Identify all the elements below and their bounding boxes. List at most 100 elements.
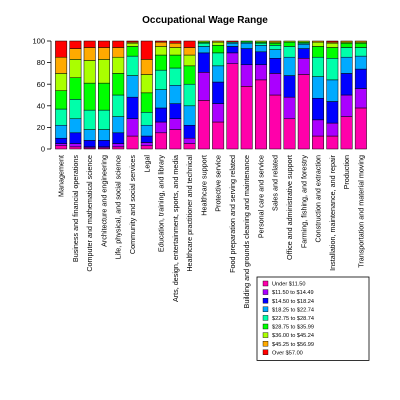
bar-segment xyxy=(169,42,182,48)
bar-segment xyxy=(269,40,282,43)
bar-segment xyxy=(55,40,68,58)
bar-segment xyxy=(297,40,310,43)
bar-segment xyxy=(83,140,96,148)
bar-segment xyxy=(340,73,353,96)
bar-stack xyxy=(69,40,82,150)
category-label: Construction and extraction xyxy=(314,155,323,243)
bar-stack xyxy=(140,40,153,150)
bar-segment xyxy=(169,129,182,150)
bar-segment xyxy=(55,143,68,147)
bar-segment xyxy=(197,40,210,43)
bar-segment xyxy=(240,42,253,49)
category-label: Business and financial operations xyxy=(71,155,80,262)
bar-segment xyxy=(354,68,367,89)
category-label: Arts, design, entertainment, sports, and… xyxy=(171,155,180,302)
bar-segment xyxy=(126,135,139,150)
legend-label: $28.75 to $35.99 xyxy=(272,325,314,331)
bar-segment xyxy=(183,137,196,144)
bar-segment xyxy=(326,42,339,48)
bar-stack xyxy=(283,40,296,150)
bar-stack xyxy=(226,40,239,150)
legend-swatch xyxy=(262,280,269,287)
bar-segment xyxy=(312,40,325,43)
bar-segment xyxy=(126,118,139,137)
y-tick-label: 20 xyxy=(37,123,45,132)
bar-segment xyxy=(283,46,296,58)
category-label: Sales and related xyxy=(271,155,280,211)
bar-stack xyxy=(55,40,68,150)
bar-segment xyxy=(340,47,353,58)
bar-segment xyxy=(255,51,267,66)
legend-label: $14.50 to $18.24 xyxy=(272,299,314,305)
bar-segment xyxy=(98,59,110,84)
bar-segment xyxy=(312,97,325,121)
bar-segment xyxy=(283,75,296,98)
category-label: Farming, fishing, and forestry xyxy=(299,155,308,248)
bar-segment xyxy=(83,40,96,48)
bar-stack xyxy=(126,40,139,150)
bar-stack xyxy=(326,40,339,150)
bar-segment xyxy=(354,40,367,43)
bar-segment xyxy=(212,103,225,123)
bar-segment xyxy=(312,76,325,99)
bar-segment xyxy=(255,45,267,53)
bar-segment xyxy=(226,63,239,150)
bar-segment xyxy=(112,146,125,150)
bar-segment xyxy=(169,47,182,56)
bar-segment xyxy=(112,94,125,117)
bar-segment xyxy=(340,116,353,150)
bar-segment xyxy=(98,109,110,130)
bar-segment xyxy=(340,56,353,74)
y-tick-label: 60 xyxy=(37,80,45,89)
category-label: Healthcare support xyxy=(199,155,208,216)
category-label: Building and grounds cleaning and mainte… xyxy=(242,155,251,308)
legend-label: $18.25 to $22.74 xyxy=(272,307,314,313)
bar-segment xyxy=(340,94,353,117)
bar-segment xyxy=(83,60,96,84)
legend-label: $36.00 to $45.24 xyxy=(272,333,314,339)
bar-segment xyxy=(283,56,296,76)
legend-swatch xyxy=(262,332,269,338)
bar-segment xyxy=(69,77,82,100)
bar-segment xyxy=(55,56,68,74)
category-label: Architecture and engineering xyxy=(99,155,108,247)
category-label: Healthcare practitioner and technical xyxy=(185,155,194,272)
bar-segment xyxy=(183,124,196,139)
category-label: Community and social services xyxy=(128,155,137,254)
y-tick-label: 0 xyxy=(41,145,45,154)
bar-segment xyxy=(240,86,253,150)
bar-segment xyxy=(212,52,225,67)
bar-segment xyxy=(269,42,282,46)
bar-segment xyxy=(283,40,296,43)
bar-segment xyxy=(155,46,168,56)
category-label: Legal xyxy=(142,155,151,173)
bar-segment xyxy=(126,96,139,120)
bar-segment xyxy=(69,40,82,49)
bar-segment xyxy=(169,85,182,104)
bar-segment xyxy=(69,132,82,144)
category-label: Office and administrative support xyxy=(285,155,294,260)
bar-segment xyxy=(112,116,125,134)
legend-label: $11.50 to $14.49 xyxy=(272,290,314,296)
bar-segment xyxy=(140,112,153,126)
category-label: Installation, maintenance, and repair xyxy=(328,154,337,270)
bar-segment xyxy=(69,143,82,148)
bar-segment xyxy=(55,137,68,144)
bar-stack xyxy=(197,40,210,150)
bar-segment xyxy=(98,129,110,141)
category-label: Life, physical, and social science xyxy=(114,155,123,259)
bar-segment xyxy=(83,129,96,141)
category-label: Computer and mathematical science xyxy=(85,155,94,272)
bar-segment xyxy=(183,65,196,85)
bar-segment xyxy=(140,145,153,150)
bar-stack xyxy=(255,40,267,150)
bar-segment xyxy=(297,43,310,49)
bar-segment xyxy=(312,135,325,150)
bar-segment xyxy=(69,48,82,60)
chart-title: Occupational Wage Range xyxy=(142,15,268,26)
bar-segment xyxy=(212,45,225,54)
category-labels: Management Business and financial operati… xyxy=(57,154,366,308)
bar-segment xyxy=(83,82,96,111)
y-tick-label: 40 xyxy=(37,101,45,110)
bar-segment xyxy=(169,118,182,130)
